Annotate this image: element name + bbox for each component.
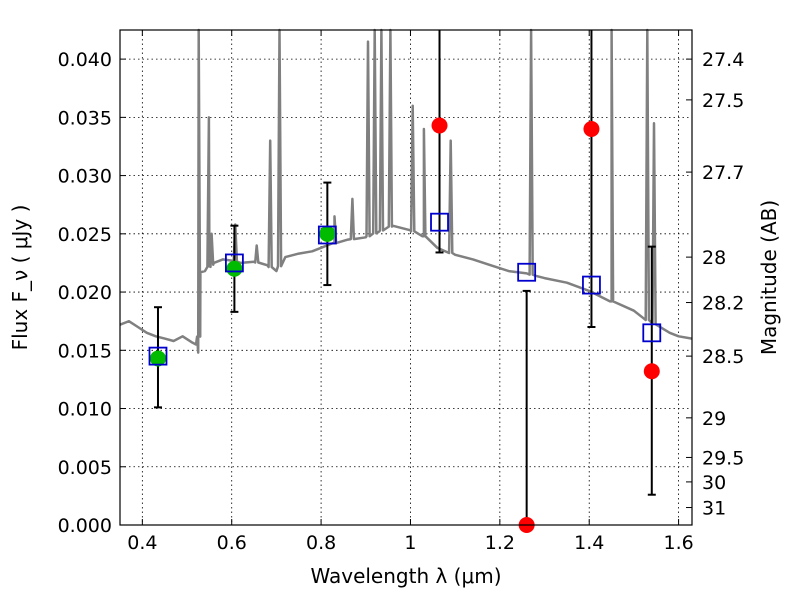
x-tick-label: 0.8 xyxy=(306,532,336,554)
model-band-square xyxy=(642,323,662,343)
plot-frame xyxy=(119,29,693,526)
model-band-square xyxy=(517,262,537,282)
y-tick-label: 0.005 xyxy=(58,457,112,479)
y-tick-label: 0.030 xyxy=(58,166,112,188)
right-tick-label: 31 xyxy=(702,498,726,520)
right-tick-label: 29.5 xyxy=(702,447,744,469)
right-tick-label: 27.7 xyxy=(702,162,744,184)
model-spectrum-line xyxy=(119,28,693,354)
right-tick-label: 27.5 xyxy=(702,90,744,112)
model-band-square xyxy=(430,212,449,232)
right-tick-label: 30 xyxy=(702,472,726,494)
right-tick-label: 28 xyxy=(702,247,726,269)
y-tick-label: 0.015 xyxy=(58,340,112,362)
y-tick-label: 0.040 xyxy=(58,49,112,71)
x-axis-title: Wavelength λ (μm) xyxy=(310,564,501,588)
model-band-markers xyxy=(148,212,662,366)
detection-point xyxy=(226,260,243,277)
x-tick-label: 0.4 xyxy=(127,532,157,554)
model-band-square xyxy=(224,253,244,273)
x-tick-label: 1.6 xyxy=(663,532,693,554)
model-band-square xyxy=(317,225,337,245)
error-bars xyxy=(153,30,656,525)
axis-ticks: 0.4 0.6 0.8 1 1.2 1.4 1.6 0.000 0.005 0.010 0.015 0… xyxy=(58,30,744,554)
x-tick-label: 0.6 xyxy=(217,532,247,554)
detection-point xyxy=(149,350,166,367)
right-axis-title: Magnitude (AB) xyxy=(757,200,781,355)
y-tick-label: 0.020 xyxy=(58,282,112,304)
right-tick-label: 29 xyxy=(702,408,726,430)
x-tick-label: 1.4 xyxy=(574,532,604,554)
right-tick-label: 28.5 xyxy=(702,346,744,368)
y-tick-label: 0.025 xyxy=(58,224,112,246)
right-tick-label: 28.2 xyxy=(702,293,744,315)
y-tick-label: 0.035 xyxy=(58,107,112,129)
right-tick-label: 27.4 xyxy=(702,49,744,71)
observed-points xyxy=(149,117,660,533)
model-band-square xyxy=(148,346,168,366)
x-tick-label: 1.2 xyxy=(485,532,515,554)
y-axis-title: Flux F_ν ( μJy ) xyxy=(8,205,32,351)
model-spectrum xyxy=(119,28,693,354)
nondetection-point xyxy=(583,121,600,137)
model-band-square xyxy=(582,275,601,295)
nondetection-point xyxy=(643,363,660,380)
y-tick-label: 0.010 xyxy=(58,399,112,421)
detection-point xyxy=(319,225,336,242)
x-tick-label: 1 xyxy=(404,532,416,554)
y-tick-label: 0.000 xyxy=(58,515,112,537)
grid xyxy=(120,30,692,526)
nondetection-point xyxy=(431,117,448,134)
